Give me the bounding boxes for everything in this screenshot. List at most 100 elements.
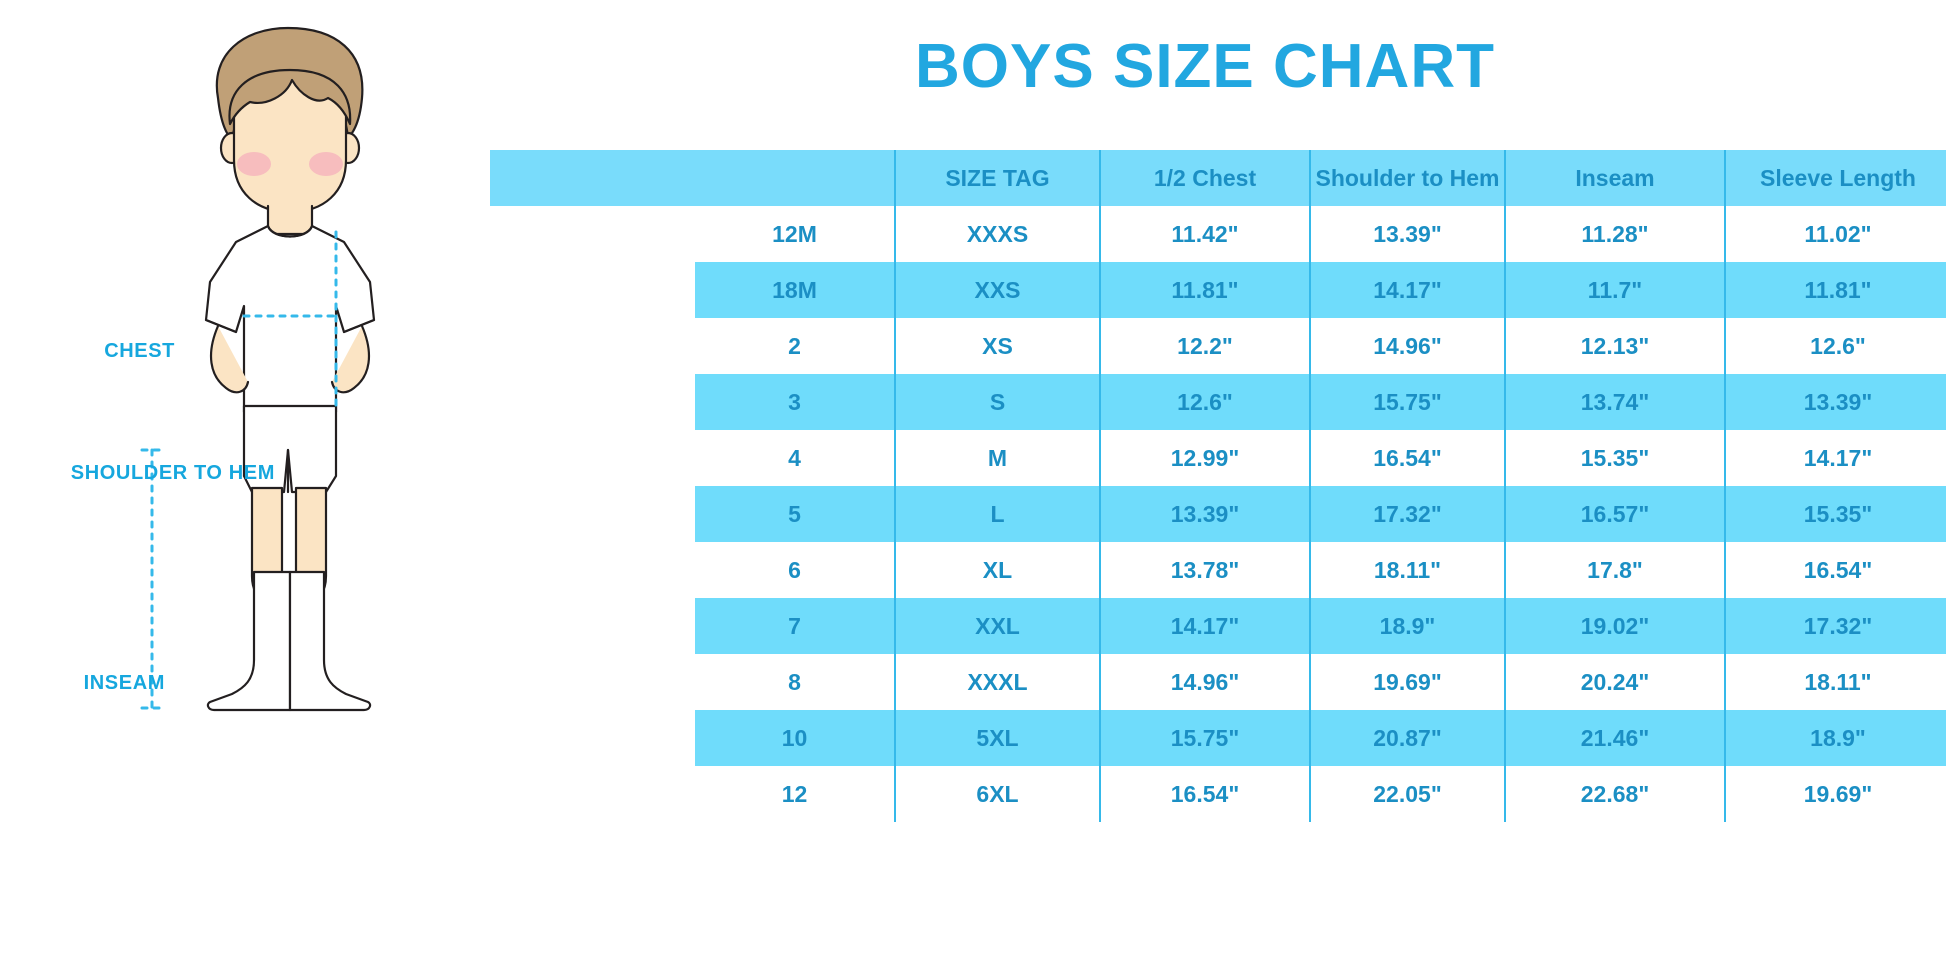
hair-fringe [228, 68, 352, 126]
cell-inseam: 17.8" [1504, 542, 1725, 598]
table-row: 4 M 12.99" 16.54" 15.35" 14.17" [490, 430, 1946, 486]
cell-size: 7 [695, 598, 895, 654]
cell-half-chest: 14.17" [1099, 598, 1310, 654]
cell-size: 12M [695, 206, 895, 262]
cell-size: 12 [695, 766, 895, 822]
cell-shoulder-to-hem: 18.11" [1309, 542, 1505, 598]
cell-inseam: 19.02" [1504, 598, 1725, 654]
row-spacer [490, 486, 695, 542]
arm-left [210, 324, 250, 394]
header-half-chest: 1/2 Chest [1099, 150, 1310, 206]
cell-inseam: 11.28" [1504, 206, 1725, 262]
cell-half-chest: 14.96" [1099, 654, 1310, 710]
cell-size-tag: 6XL [894, 766, 1100, 822]
size-chart-table-container: SIZE TAG 1/2 Chest Shoulder to Hem Insea… [490, 150, 1946, 822]
table-row: 3 S 12.6" 15.75" 13.74" 13.39" [490, 374, 1946, 430]
cell-shoulder-to-hem: 16.54" [1309, 430, 1505, 486]
shorts-shape [242, 404, 338, 494]
sock-right [288, 570, 372, 712]
cell-sleeve-length: 11.02" [1724, 206, 1946, 262]
arm-right [330, 324, 370, 394]
cell-sleeve-length: 16.54" [1724, 542, 1946, 598]
cell-size-tag: M [894, 430, 1100, 486]
row-spacer [490, 430, 695, 486]
cell-size-tag: XXL [894, 598, 1100, 654]
cell-shoulder-to-hem: 14.17" [1309, 262, 1505, 318]
cell-shoulder-to-hem: 15.75" [1309, 374, 1505, 430]
cell-size: 6 [695, 542, 895, 598]
illustration-panel: CHEST SHOULDER TO HEM INSEAM [0, 0, 470, 973]
row-spacer [490, 654, 695, 710]
cell-inseam: 16.57" [1504, 486, 1725, 542]
table-row: 8 XXXL 14.96" 19.69" 20.24" 18.11" [490, 654, 1946, 710]
label-chest: CHEST [104, 340, 175, 362]
cell-size-tag: L [894, 486, 1100, 542]
table-row: 7 XXL 14.17" 18.9" 19.02" 17.32" [490, 598, 1946, 654]
cheek-right [309, 152, 343, 176]
cell-sleeve-length: 19.69" [1724, 766, 1946, 822]
cell-size: 5 [695, 486, 895, 542]
cell-shoulder-to-hem: 19.69" [1309, 654, 1505, 710]
cell-half-chest: 11.42" [1099, 206, 1310, 262]
cell-half-chest: 15.75" [1099, 710, 1310, 766]
table-header: SIZE TAG 1/2 Chest Shoulder to Hem Insea… [490, 150, 1946, 206]
header-size-tag: SIZE TAG [894, 150, 1100, 206]
cell-shoulder-to-hem: 14.96" [1309, 318, 1505, 374]
table-row: 10 5XL 15.75" 20.87" 21.46" 18.9" [490, 710, 1946, 766]
cell-inseam: 11.7" [1504, 262, 1725, 318]
row-spacer [490, 262, 695, 318]
header-sleeve-length: Sleeve Length [1724, 150, 1946, 206]
row-spacer [490, 766, 695, 822]
cell-size: 2 [695, 318, 895, 374]
table-row: 5 L 13.39" 17.32" 16.57" 15.35" [490, 486, 1946, 542]
cell-inseam: 22.68" [1504, 766, 1725, 822]
header-shoulder-to-hem: Shoulder to Hem [1309, 150, 1505, 206]
table-row: 6 XL 13.78" 18.11" 17.8" 16.54" [490, 542, 1946, 598]
cell-size: 4 [695, 430, 895, 486]
size-chart-table: SIZE TAG 1/2 Chest Shoulder to Hem Insea… [490, 150, 1946, 822]
tshirt-collar [266, 224, 314, 238]
header-size [695, 150, 895, 206]
label-shoulder-to-hem: SHOULDER TO HEM [70, 462, 275, 484]
cell-half-chest: 16.54" [1099, 766, 1310, 822]
table-row: 18M XXS 11.81" 14.17" 11.7" 11.81" [490, 262, 1946, 318]
cell-size: 18M [695, 262, 895, 318]
cell-sleeve-length: 18.11" [1724, 654, 1946, 710]
cell-inseam: 13.74" [1504, 374, 1725, 430]
cell-half-chest: 11.81" [1099, 262, 1310, 318]
neck-shape [266, 204, 314, 236]
boy-figure-illustration [140, 26, 376, 712]
cell-sleeve-length: 17.32" [1724, 598, 1946, 654]
row-spacer [490, 542, 695, 598]
cell-inseam: 15.35" [1504, 430, 1725, 486]
cell-half-chest: 13.78" [1099, 542, 1310, 598]
cell-inseam: 21.46" [1504, 710, 1725, 766]
table-row: 2 XS 12.2" 14.96" 12.13" 12.6" [490, 318, 1946, 374]
cell-size: 8 [695, 654, 895, 710]
cell-sleeve-length: 11.81" [1724, 262, 1946, 318]
cell-sleeve-length: 18.9" [1724, 710, 1946, 766]
sleeve-hem-left [204, 318, 238, 334]
cell-inseam: 12.13" [1504, 318, 1725, 374]
table-row: 12M XXXS 11.42" 13.39" 11.28" 11.02" [490, 206, 1946, 262]
sock-left [206, 570, 292, 712]
cell-shoulder-to-hem: 13.39" [1309, 206, 1505, 262]
cell-shoulder-to-hem: 17.32" [1309, 486, 1505, 542]
cell-size: 10 [695, 710, 895, 766]
cell-sleeve-length: 12.6" [1724, 318, 1946, 374]
cell-shoulder-to-hem: 20.87" [1309, 710, 1505, 766]
row-spacer [490, 598, 695, 654]
sleeve-hem-right [342, 318, 376, 334]
cell-half-chest: 12.6" [1099, 374, 1310, 430]
header-inseam: Inseam [1504, 150, 1725, 206]
table-row: 12 6XL 16.54" 22.05" 22.68" 19.69" [490, 766, 1946, 822]
cell-shoulder-to-hem: 18.9" [1309, 598, 1505, 654]
row-spacer [490, 374, 695, 430]
cell-size-tag: 5XL [894, 710, 1100, 766]
cell-inseam: 20.24" [1504, 654, 1725, 710]
row-spacer [490, 710, 695, 766]
cell-size-tag: XL [894, 542, 1100, 598]
table-body: 12M XXXS 11.42" 13.39" 11.28" 11.02" 18M XXS 11.… [490, 206, 1946, 822]
cell-size-tag: S [894, 374, 1100, 430]
header-spacer [490, 150, 695, 206]
